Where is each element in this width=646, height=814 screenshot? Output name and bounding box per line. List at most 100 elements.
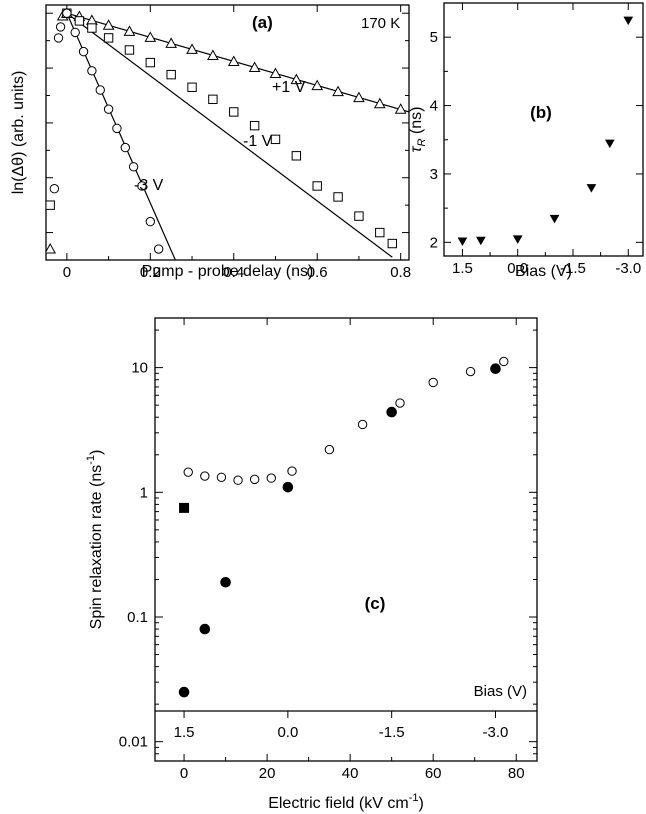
data-point-a-1 — [166, 69, 176, 80]
panel-b-y-axis-tau: τ — [408, 145, 425, 152]
data-point-a-2 — [128, 162, 139, 172]
data-point-a-1 — [103, 33, 114, 43]
data-point-a-1 — [333, 192, 343, 202]
panel-c-letter: (c) — [365, 594, 386, 613]
data-point-a-1 — [387, 238, 398, 249]
data-point-b — [457, 237, 468, 246]
data-point-a-0 — [311, 79, 324, 91]
data-point-c-0 — [200, 471, 210, 481]
panel-c-y-axis-title: Spin relaxation rate (ns-1) — [85, 450, 105, 630]
panel-b-y-tick-label: 5 — [430, 29, 438, 46]
series-label-minus3v: -3 V — [134, 177, 164, 194]
data-point-a-1 — [375, 227, 385, 238]
data-point-a-0 — [248, 61, 261, 73]
panel-b-x-tick-label: -3.0 — [615, 260, 641, 277]
data-point-a-2 — [55, 22, 66, 32]
data-point-a-2 — [137, 181, 147, 191]
panel-a-letter: (a) — [252, 13, 273, 32]
data-point-c-0 — [499, 356, 509, 367]
data-point-c-1 — [490, 363, 501, 375]
panel-c-bias-tick-label: -3.0 — [483, 724, 509, 741]
data-point-a-0 — [186, 43, 198, 54]
data-point-a-0 — [207, 49, 219, 60]
panel-c-x-axis-title: Electric field (kV cm-1) — [268, 792, 424, 812]
data-point-a-2 — [62, 8, 72, 18]
panel-c-x-axis-main: Electric field (kV cm — [268, 795, 408, 812]
data-point-c-0 — [216, 472, 227, 482]
panel-c-y-axis-end: ) — [88, 450, 105, 455]
panel-c-bias-tick-label: 1.5 — [174, 724, 195, 741]
data-point-c-0 — [357, 419, 368, 430]
panel-c-x-tick-label: 20 — [259, 765, 276, 782]
data-point-a-0 — [144, 31, 157, 42]
data-point-c-1 — [386, 406, 397, 418]
series-label-plus1v: +1 V — [272, 79, 306, 96]
data-point-a-2 — [87, 66, 97, 76]
panel-b-y-axis-sub: R — [416, 138, 428, 146]
panel-c-x-tick-label: 0 — [180, 765, 188, 782]
data-point-c-1 — [178, 686, 190, 698]
data-point-a-1 — [229, 107, 239, 117]
panel-a-x-tick-label: 0.2 — [140, 264, 161, 281]
data-point-a-0 — [290, 73, 303, 85]
data-point-a-1 — [74, 16, 85, 26]
data-point-a-0 — [269, 67, 282, 79]
panel-c: 0 20 40 60 80 1.5 0.0 -1.5 -3.0 Bias (V) 0.01 0.1 1 1… — [85, 317, 538, 812]
data-point-c-0 — [287, 466, 297, 476]
panel-b-y-axis-unit: (ns) — [408, 107, 425, 139]
data-point-a-0 — [227, 55, 240, 66]
data-point-a-2 — [145, 216, 156, 227]
panel-a-y-axis-title: ln(Δθ) (arb. units) — [10, 71, 27, 195]
data-point-c-0 — [465, 366, 476, 377]
data-point-a-0 — [123, 25, 136, 36]
data-point-b — [475, 236, 486, 246]
panel-b-x-tick-label: 1.5 — [452, 260, 473, 277]
data-point-c-1 — [220, 576, 231, 588]
data-point-a-1 — [208, 94, 218, 105]
panel-c-y-axis-sup: -1 — [85, 455, 97, 465]
data-point-a-1 — [187, 82, 197, 92]
data-point-a-2 — [53, 33, 64, 43]
panel-a-x-tick-label: 0 — [63, 264, 71, 281]
panel-a-x-axis-title: Pump - probe delay (ns) — [142, 263, 314, 280]
data-point-a-2 — [78, 46, 89, 57]
data-point-c-0 — [395, 398, 405, 408]
panel-b-y-tick-label: 2 — [430, 234, 438, 251]
data-point-a-0 — [46, 243, 57, 254]
panel-b-x-tick-label: -1.5 — [560, 260, 586, 277]
data-point-c-0 — [183, 467, 193, 477]
panel-c-bias-tick-label: -1.5 — [379, 724, 405, 741]
data-point-c-0 — [324, 444, 335, 455]
data-point-a-1 — [291, 151, 302, 161]
panel-c-x-axis-end: ) — [418, 795, 423, 812]
data-point-a-0 — [373, 97, 386, 109]
data-point-a-1 — [124, 45, 135, 55]
data-point-a-2 — [70, 27, 80, 38]
panel-c-x-tick-label: 60 — [425, 765, 442, 782]
panel-c-x-tick-label: 80 — [508, 765, 525, 782]
fit-line-0 — [66, 12, 409, 113]
panel-b-x-tick-label: 0.0 — [507, 260, 528, 277]
panel-b-y-axis-title: τR (ns) — [408, 107, 428, 153]
data-point-a-1 — [87, 23, 97, 33]
panel-c-y-tick-label: 0.01 — [119, 734, 148, 751]
data-point-a-0 — [353, 91, 365, 103]
data-point-b — [623, 16, 634, 26]
panel-a-x-tick-label: 0.4 — [223, 264, 244, 281]
panel-c-x-axis-sup: -1 — [409, 792, 419, 804]
data-point-a-1 — [354, 211, 364, 221]
panel-c-x-tick-label: 40 — [342, 765, 359, 782]
data-point-a-0 — [165, 37, 178, 48]
panel-b-letter: (b) — [530, 103, 552, 122]
panel-a-plot-area — [46, 7, 409, 260]
data-point-c-2 — [179, 502, 190, 513]
data-point-c-1 — [199, 623, 211, 635]
series-label-minus1v: -1 V — [243, 133, 273, 150]
data-point-a-0 — [102, 19, 115, 30]
panel-a: 0 0.2 0.4 0.6 0.8 +1 V -1 V -3 V (a) 170 K Pump - … — [10, 4, 411, 281]
data-point-a-0 — [332, 85, 344, 97]
panel-b-x-axis-title: Bias (V) — [515, 263, 572, 280]
panel-c-bias-axis-title: Bias (V) — [474, 683, 527, 700]
data-point-c-0 — [266, 473, 276, 483]
